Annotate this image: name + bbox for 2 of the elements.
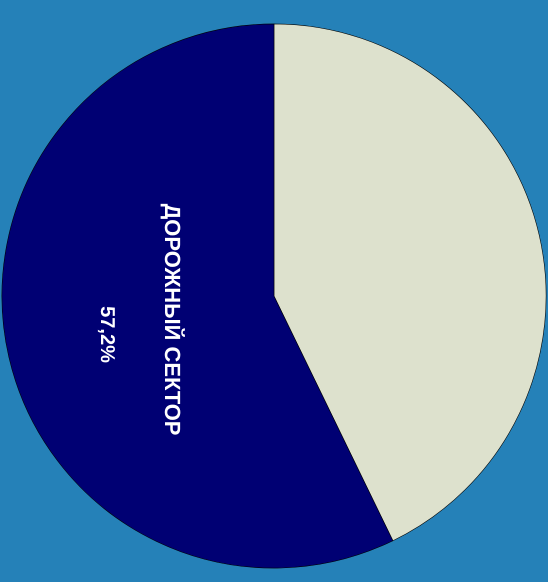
- slice-label: ДОРОЖНЫЙ СЕКТОР: [160, 204, 185, 436]
- data-label: 57,2%: [96, 306, 118, 364]
